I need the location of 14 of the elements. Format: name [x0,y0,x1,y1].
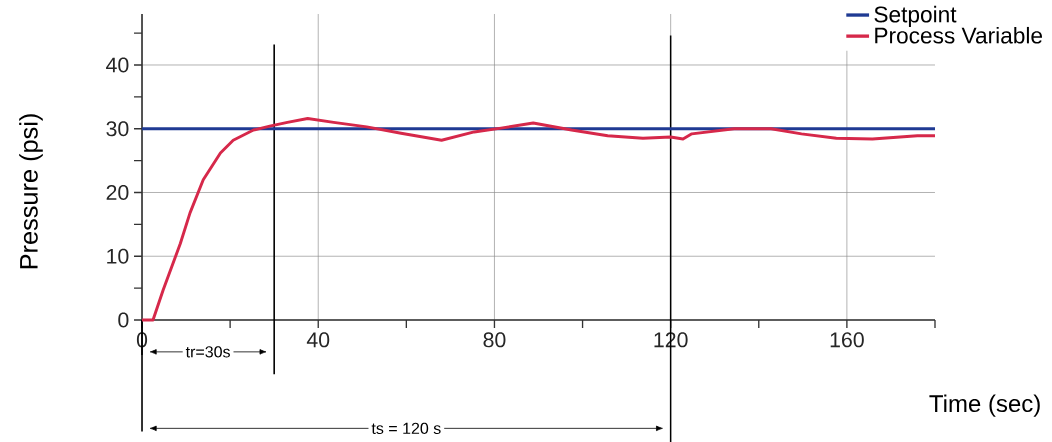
y-tick-label: 10 [107,248,129,264]
x-axis-title: Time (sec) [929,394,1040,417]
x-tick-label: 40 [306,332,330,348]
y-tick-label: 0 [118,312,129,328]
y-tick-label: 40 [106,57,129,73]
text: ts = 120 s [371,422,441,435]
legend-label: Setpoint [874,5,957,27]
x-tick-label: 80 [483,332,506,348]
y-tick-label: 30 [106,121,129,137]
legend-label: Process Variable [875,26,1043,44]
y-tick-label: 20 [106,184,129,201]
y-axis-title: Pressure (psi) [19,114,43,269]
text: tr=30s [185,346,230,358]
x-tick-label: 160 [830,332,864,348]
